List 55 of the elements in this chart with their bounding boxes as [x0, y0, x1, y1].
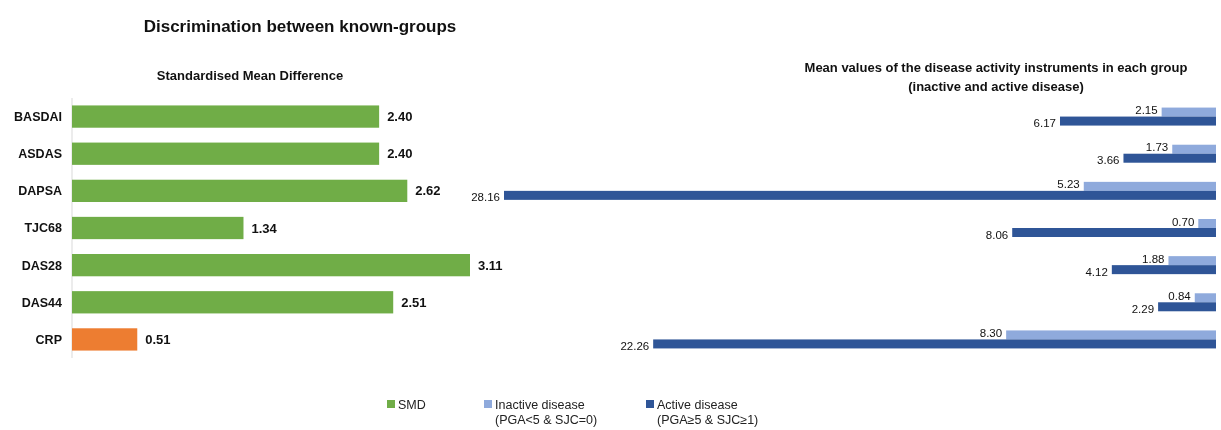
chart-title: Mean values of the disease activity instruments in each group (inactive and active disease) [804, 60, 1188, 94]
data-label: 22.26 [620, 339, 650, 352]
data-label: 28.16 [471, 191, 500, 204]
data-label: 4.12 [1085, 265, 1108, 278]
bar [1006, 330, 1216, 340]
data-label: 2.62 [415, 183, 441, 199]
data-label: 0.51 [145, 331, 171, 347]
data-label: 2.15 [1135, 104, 1158, 117]
bar [1168, 256, 1216, 266]
bar [72, 105, 380, 128]
data-label: 3.11 [478, 257, 503, 273]
y-tick-label: DAS28 [21, 258, 63, 273]
y-tick-label: BASDAI [14, 109, 62, 124]
bar [504, 190, 1216, 200]
bar [1123, 153, 1216, 163]
bar [72, 179, 408, 202]
legend-label: SMD [398, 398, 426, 413]
bar [1194, 293, 1216, 303]
bar [1012, 228, 1216, 237]
data-label: 0.84 [1168, 289, 1192, 302]
bar [1158, 302, 1216, 312]
bar [1172, 144, 1216, 154]
data-label: 2.40 [387, 146, 413, 162]
y-tick-label: CRP [35, 332, 62, 347]
data-label: 3.66 [1097, 154, 1120, 167]
data-label: 1.88 [1142, 252, 1165, 265]
data-label: 0.70 [1171, 215, 1195, 228]
data-label: 5.23 [1057, 178, 1080, 191]
bar [1060, 116, 1216, 126]
bar [1198, 219, 1216, 228]
y-tick-label: TJC68 [24, 221, 63, 236]
data-label: 2.40 [387, 109, 413, 125]
bar [653, 339, 1216, 349]
data-label: 6.17 [1033, 117, 1056, 130]
bar [72, 328, 138, 351]
bar [72, 216, 244, 240]
bar [72, 254, 470, 277]
data-label: 2.29 [1131, 302, 1155, 315]
legend-label: Inactive disease (PGA<5 & SJC=0) [495, 398, 598, 428]
bar [1083, 181, 1216, 191]
legend-label: Active disease (PGA≥5 & SJC≥1) [657, 398, 759, 428]
bar [72, 142, 380, 165]
bar [72, 291, 394, 314]
y-tick-label: ASDAS [18, 147, 62, 162]
data-label: 1.73 [1145, 141, 1169, 154]
y-tick-label: DAS44 [21, 295, 63, 310]
chart-subtitle: Standardised Mean Difference [156, 68, 344, 83]
data-label: 8.06 [985, 228, 1009, 241]
data-label: 1.34 [251, 220, 278, 236]
bar [1161, 107, 1216, 117]
data-label: 8.30 [979, 326, 1003, 339]
bar [1111, 265, 1216, 275]
chart-title: Discrimination between known-groups [143, 17, 457, 36]
y-tick-label: DAPSA [18, 184, 62, 199]
data-label: 2.51 [401, 294, 427, 310]
